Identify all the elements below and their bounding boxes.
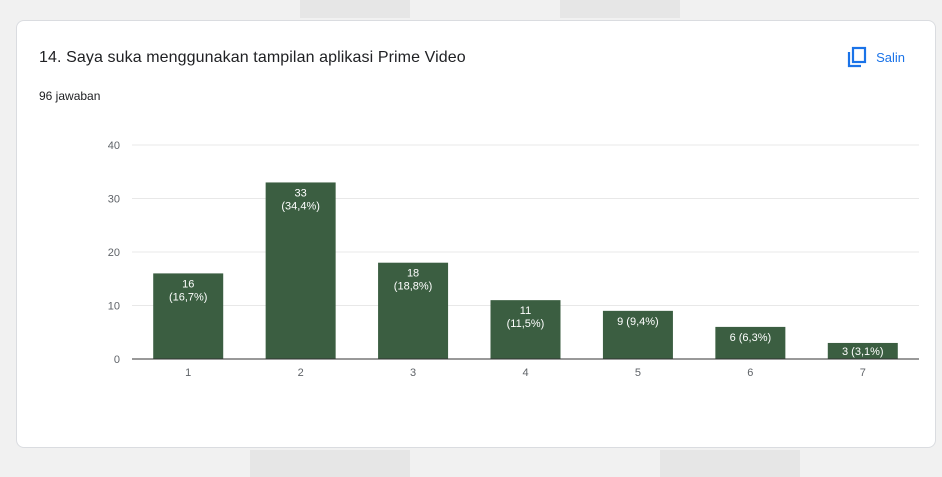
x-tick-label: 5: [635, 367, 641, 379]
y-tick-label: 20: [108, 247, 120, 259]
data-label: 3 (3,1%): [842, 346, 884, 358]
data-label: 18: [407, 268, 419, 280]
data-label: 16: [182, 278, 194, 290]
x-tick-label: 7: [860, 367, 866, 379]
response-count: 96 jawaban: [39, 89, 101, 103]
question-card: 14. Saya suka menggunakan tampilan aplik…: [16, 20, 936, 448]
y-tick-label: 40: [108, 140, 120, 152]
data-label: (11,5%): [507, 318, 545, 330]
y-tick-label: 30: [108, 194, 120, 206]
background-stripe: [250, 450, 410, 477]
data-label: 6 (6,3%): [730, 332, 772, 344]
background-stripe: [560, 0, 680, 18]
bar: [715, 326, 786, 359]
data-label: (16,7%): [169, 291, 208, 303]
data-label: (18,8%): [394, 281, 433, 293]
x-tick-label: 6: [747, 367, 753, 379]
bar: [490, 300, 561, 359]
x-tick-label: 4: [522, 367, 528, 379]
data-label: (34,4%): [281, 200, 320, 212]
copy-button[interactable]: Salin: [846, 46, 905, 68]
copy-button-label: Salin: [876, 49, 905, 65]
data-label: 11: [520, 305, 531, 317]
y-tick-label: 10: [108, 301, 120, 313]
y-tick-label: 0: [114, 354, 120, 366]
data-label: 9 (9,4%): [617, 316, 659, 328]
x-tick-label: 3: [410, 367, 416, 379]
bar: [602, 310, 673, 359]
bar: [265, 182, 336, 359]
bar: [827, 342, 898, 359]
bar: [153, 273, 224, 359]
copy-icon: [847, 46, 867, 68]
background-stripe: [300, 0, 410, 18]
question-title: 14. Saya suka menggunakan tampilan aplik…: [39, 49, 466, 66]
x-tick-label: 2: [298, 367, 304, 379]
bar-chart: 0 10 20 30 40 16(16,7%) 1 33(34,4%) 2 18(18,8%) 3 1…: [108, 140, 919, 379]
bar: [378, 262, 449, 359]
background-stripe: [660, 450, 800, 477]
x-tick-label: 1: [185, 367, 191, 379]
data-label: 33: [295, 187, 307, 199]
